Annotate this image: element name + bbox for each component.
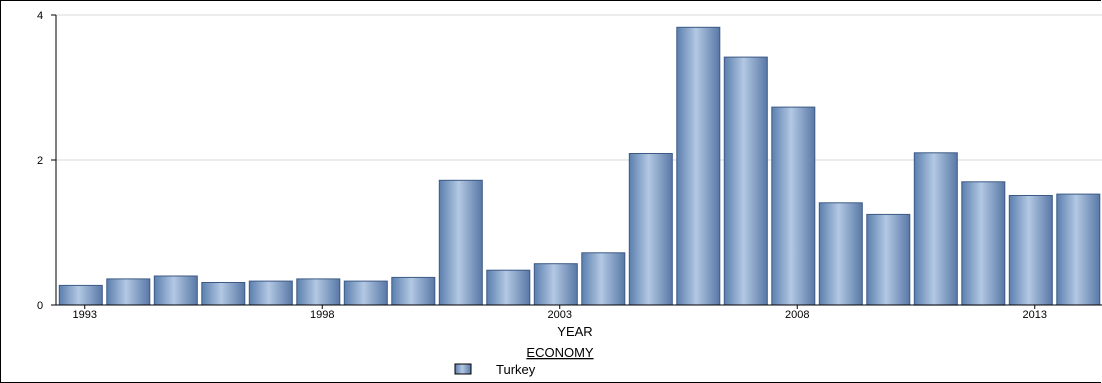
bar-2008 <box>771 106 816 306</box>
bar-2011 <box>913 152 958 306</box>
y-tick-label: 4 <box>37 10 43 22</box>
bar-2000 <box>391 276 436 306</box>
legend-entry-label: Turkey <box>496 362 536 377</box>
bar-1994 <box>106 278 151 306</box>
x-ticks: 1993 1998 2003 2008 2013 <box>73 305 1047 321</box>
bar-2009 <box>818 202 863 306</box>
bar-1999 <box>343 280 388 306</box>
bar-2010 <box>866 213 911 306</box>
bar-2012 <box>961 181 1006 306</box>
bar-2014 <box>1056 193 1101 306</box>
bar-1996 <box>201 282 246 306</box>
x-axis-title: YEAR <box>557 324 592 339</box>
legend: Turkey <box>454 362 536 377</box>
bar-1993 <box>58 284 103 306</box>
bar-2006 <box>676 26 721 306</box>
bar-2001 <box>438 179 483 306</box>
x-tick-label: 1998 <box>310 309 334 321</box>
x-tick-label: 1993 <box>73 309 97 321</box>
bar-2004 <box>581 252 626 306</box>
bar-2002 <box>486 269 531 306</box>
x-tick-label: 2008 <box>785 309 809 321</box>
legend-title: ECONOMY <box>526 345 594 360</box>
bars <box>58 26 1101 306</box>
bar-2003 <box>533 263 578 306</box>
bar-2013 <box>1008 195 1053 306</box>
bar-1998 <box>296 278 341 306</box>
bar-1997 <box>248 280 293 306</box>
bar-2005 <box>628 153 673 306</box>
bar-1995 <box>153 275 198 306</box>
x-tick-label: 2013 <box>1023 309 1047 321</box>
bar-2007 <box>723 56 768 306</box>
legend-swatch <box>454 363 472 375</box>
y-tick-label: 0 <box>37 300 43 312</box>
y-ticks: 0 2 4 <box>37 10 56 312</box>
gridlines <box>56 14 1102 161</box>
x-tick-label: 2003 <box>548 309 572 321</box>
y-tick-label: 2 <box>37 155 43 167</box>
